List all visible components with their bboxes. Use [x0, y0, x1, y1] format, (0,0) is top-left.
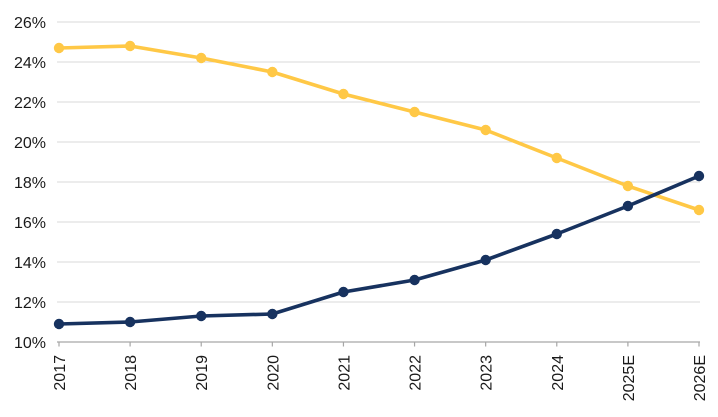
- y-axis-label: 20%: [14, 135, 46, 152]
- x-axis-label: 2026E: [692, 355, 709, 401]
- x-axis-label: 2022: [408, 355, 425, 391]
- yellow-declining-series-point-2021: [338, 88, 349, 100]
- y-axis-label: 12%: [14, 295, 46, 312]
- x-axis-label: 2021: [336, 355, 353, 391]
- navy-rising-series-point-2024: [551, 228, 562, 240]
- yellow-declining-series-point-2019: [196, 52, 207, 64]
- y-axis-label: 18%: [14, 175, 46, 192]
- y-axis-label: 22%: [14, 95, 46, 112]
- navy-rising-series-point-2023: [480, 254, 491, 266]
- yellow-declining-series-point-2025E: [622, 180, 634, 192]
- navy-rising-series-point-2021: [338, 286, 349, 298]
- y-axis-label: 26%: [14, 15, 46, 32]
- yellow-declining-series-point-2017: [53, 42, 65, 54]
- x-axis-label: 2017: [52, 355, 69, 391]
- navy-rising-series-point-2020: [267, 308, 278, 320]
- yellow-declining-series-line: [57, 44, 701, 212]
- yellow-declining-series-point-2018: [124, 40, 136, 52]
- x-axis-label: 2025E: [621, 355, 638, 401]
- navy-rising-series-line: [57, 174, 701, 326]
- navy-rising-series-point-2025E: [622, 200, 634, 212]
- navy-rising-series-point-2017: [53, 318, 65, 330]
- x-axis-label: 2023: [479, 355, 496, 391]
- y-axis-label: 10%: [14, 335, 46, 352]
- yellow-declining-series-point-2023: [480, 124, 491, 136]
- x-axis-label: 2019: [194, 355, 211, 391]
- y-axis-label: 24%: [14, 55, 46, 72]
- y-axis-label: 14%: [14, 255, 46, 272]
- navy-rising-series-point-2022: [409, 274, 420, 286]
- x-axis-label: 2024: [550, 355, 567, 391]
- x-axis-label: 2018: [123, 355, 140, 391]
- navy-rising-series-point-2018: [124, 316, 136, 328]
- yellow-declining-series-point-2026E: [693, 204, 705, 216]
- y-axis-label: 16%: [14, 215, 46, 232]
- yellow-declining-series-point-2020: [267, 66, 278, 78]
- x-axis-label: 2020: [265, 355, 282, 391]
- yellow-declining-series-point-2022: [409, 106, 420, 118]
- navy-rising-series-point-2026E: [693, 170, 705, 182]
- navy-rising-series-point-2019: [196, 310, 207, 322]
- yellow-declining-series-point-2024: [551, 152, 562, 164]
